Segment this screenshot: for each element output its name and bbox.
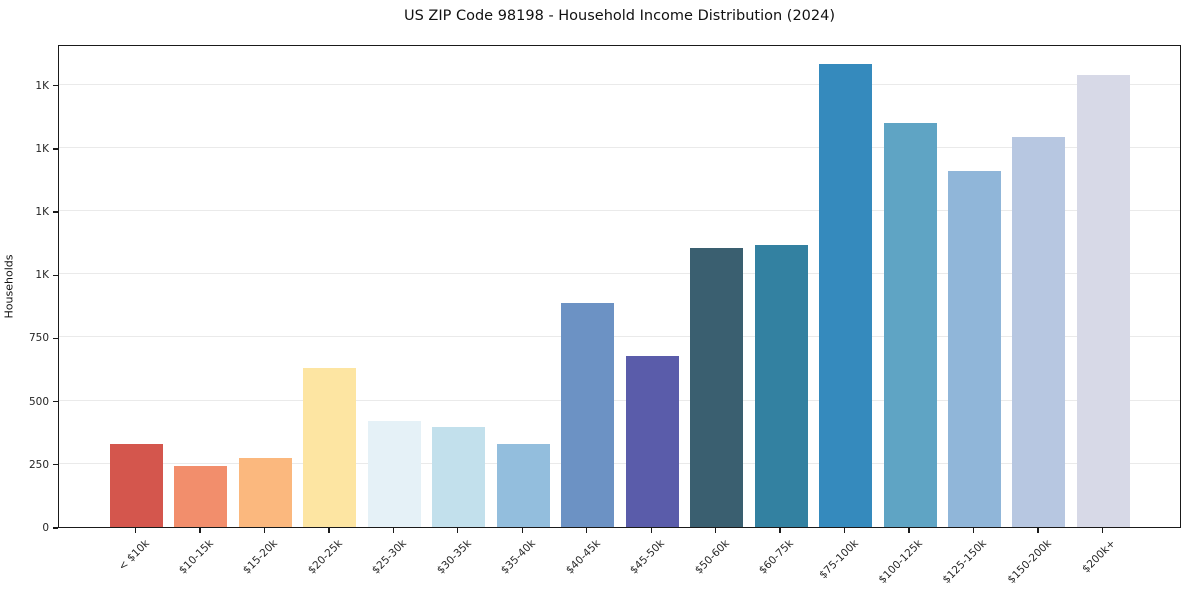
bar-25-30k [367, 420, 421, 527]
bar-75-100k [819, 64, 873, 527]
x-tick-label: $150-200k [1005, 537, 1054, 586]
x-tick-mark [586, 528, 588, 533]
bar-150-200k [1012, 136, 1066, 527]
bar-100-125k [883, 122, 937, 527]
x-tick-label: $125-150k [940, 537, 990, 586]
chart-title: US ZIP Code 98198 - Household Income Dis… [403, 8, 836, 24]
y-tick-mark [53, 274, 58, 276]
y-tick-label: 0 [42, 522, 49, 534]
x-tick-label: $20-25k [305, 537, 345, 577]
y-gridline [59, 210, 1180, 212]
y-tick-label: 1K [35, 206, 49, 219]
bar-60-75k [754, 245, 808, 527]
y-gridline [59, 273, 1180, 275]
y-tick-mark [53, 211, 58, 213]
y-tick-mark [53, 337, 58, 340]
x-tick-mark [328, 528, 330, 533]
x-tick-label: $15-20k [241, 537, 281, 577]
bar-30-35k [432, 427, 486, 527]
x-tick-mark [650, 528, 652, 533]
x-tick-label: $30-35k [434, 537, 474, 577]
y-tick-label: 250 [28, 458, 49, 471]
bar-45-50k [625, 356, 679, 527]
y-tick-label: 500 [28, 395, 49, 408]
x-tick-mark [134, 528, 137, 533]
y-tick-label: 1K [35, 269, 49, 282]
x-tick-label: $35-40k [499, 537, 539, 577]
x-tick-mark [972, 528, 975, 533]
x-tick-mark [521, 528, 523, 533]
x-tick-mark [457, 528, 459, 533]
bar-200k [1076, 74, 1130, 527]
y-tick-label: 750 [28, 332, 49, 345]
bar-40-45k [561, 303, 615, 527]
y-tick-mark [53, 400, 58, 403]
x-tick-mark [1037, 528, 1039, 533]
x-tick-label: < $10k [115, 537, 152, 573]
y-tick-label: 1K [35, 142, 49, 155]
y-tick-mark [53, 85, 58, 87]
x-tick-mark [199, 528, 201, 533]
x-tick-label: $40-45k [563, 537, 603, 577]
y-gridline [59, 399, 1180, 401]
bar-125-150k [947, 170, 1001, 527]
x-tick-label: $100-125k [876, 537, 925, 586]
y-gridline [59, 146, 1180, 148]
x-tick-label: $200k+ [1080, 537, 1119, 576]
y-gridline [59, 462, 1180, 464]
x-tick-label: $60-75k [756, 537, 796, 577]
bar-35-40k [496, 443, 550, 527]
x-tick-mark [908, 528, 910, 533]
plot-area [58, 45, 1181, 528]
y-gridline [59, 83, 1180, 85]
x-tick-label: $45-50k [627, 537, 668, 577]
y-tick-mark [53, 148, 58, 150]
bar-50-60k [690, 247, 744, 527]
x-tick-mark [779, 528, 781, 533]
x-tick-label: $50-60k [692, 537, 732, 577]
x-tick-label: $75-100k [816, 537, 861, 582]
x-tick-label: $25-30k [370, 537, 410, 577]
bar-20-25k [303, 367, 357, 527]
bar-10-15k [174, 466, 228, 527]
bar-15-20k [238, 457, 292, 527]
bar-10k [110, 443, 163, 527]
y-tick-mark [53, 464, 58, 466]
x-tick-mark [843, 528, 846, 533]
y-gridline [59, 336, 1180, 338]
x-tick-mark [714, 528, 717, 533]
x-tick-mark [263, 528, 266, 533]
x-tick-mark [392, 528, 394, 533]
x-tick-label: $10-15k [176, 537, 216, 577]
x-tick-mark [1101, 528, 1104, 533]
y-axis-label: Households [2, 254, 16, 319]
y-tick-mark [53, 527, 58, 529]
y-tick-label: 1K [35, 79, 49, 92]
